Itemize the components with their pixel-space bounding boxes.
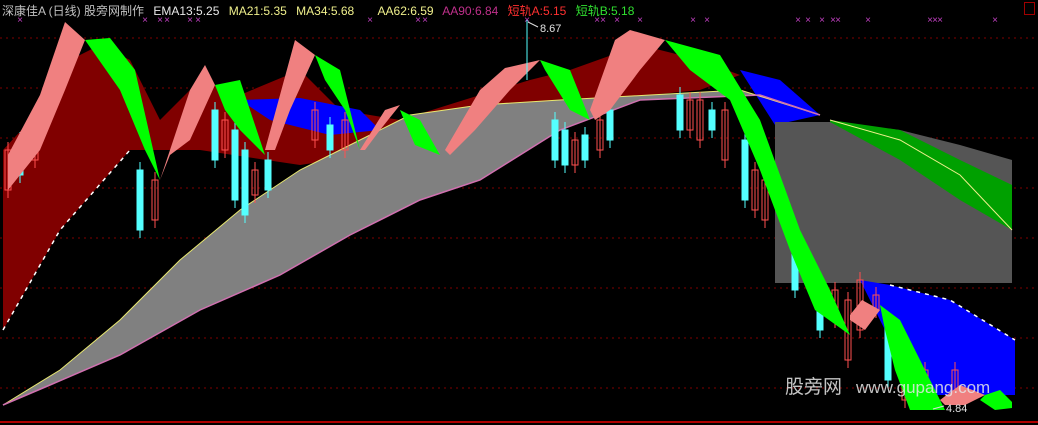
signal-marker: ×	[830, 15, 836, 26]
signal-marker: ×	[415, 15, 421, 26]
signal-marker: ×	[795, 15, 801, 26]
green-band	[830, 120, 1012, 230]
ribbon-down-segment	[85, 38, 160, 180]
candle-body	[251, 169, 259, 196]
signal-marker: ×	[865, 15, 871, 26]
candle-body	[741, 139, 749, 201]
candle-body	[571, 139, 579, 166]
signal-marker: ×	[637, 15, 643, 26]
signal-marker: ×	[17, 15, 23, 26]
signal-marker: ×	[690, 15, 696, 26]
ribbon-down-segment	[540, 60, 590, 120]
candle-body	[708, 109, 716, 131]
candle-body	[231, 129, 239, 201]
ribbon-down-segment	[215, 80, 265, 155]
watermark: 股旁网 www.gupang.com	[785, 372, 990, 399]
signal-marker: ×	[422, 15, 428, 26]
signal-marker: ×	[805, 15, 811, 26]
signal-marker: ×	[367, 15, 373, 26]
candle-body	[221, 119, 229, 151]
ribbon-down-segment	[880, 305, 945, 410]
min-pointer	[932, 405, 945, 410]
max-pointer	[527, 21, 539, 28]
candle-body	[596, 119, 604, 151]
signal-marker: ×	[142, 15, 148, 26]
legend-short-b: 短轨B:5.18	[575, 4, 635, 18]
gray-band	[3, 90, 820, 405]
legend-ema13: EMA13:5.25	[153, 4, 220, 18]
blue-band	[740, 70, 820, 125]
candle-body	[676, 94, 684, 131]
legend-short-a: 短轨A:5.15	[507, 4, 567, 18]
blue-band	[860, 280, 1015, 395]
candle-body	[264, 159, 272, 191]
ribbon-up-segment	[265, 40, 315, 150]
signal-marker: ×	[614, 15, 620, 26]
candle-body	[721, 109, 729, 161]
signal-marker: ×	[195, 15, 201, 26]
watermark-url: www.gupang.com	[856, 378, 991, 397]
candle-body	[136, 169, 144, 231]
signal-marker: ×	[937, 15, 943, 26]
max-price-label: 8.67	[540, 23, 561, 35]
legend-ma34: MA34:5.68	[296, 4, 355, 18]
signal-marker: ×	[600, 15, 606, 26]
candle-body	[326, 124, 334, 151]
legend-ma21: MA21:5.35	[228, 4, 287, 18]
candle-body	[581, 134, 589, 161]
ribbon-up-segment	[590, 30, 665, 120]
signal-marker: ×	[932, 15, 938, 26]
signal-marker: ×	[157, 15, 163, 26]
ma-line	[829, 119, 1013, 231]
signal-marker: ×	[704, 15, 710, 26]
signal-marker: ×	[594, 15, 600, 26]
min-price-label: 4.84	[946, 403, 967, 415]
ribbon-up-segment	[445, 60, 540, 155]
candle-body	[211, 109, 219, 161]
close-icon[interactable]	[1024, 2, 1035, 15]
signal-marker: ×	[992, 15, 998, 26]
support-dash	[2, 149, 131, 331]
watermark-cn: 股旁网	[785, 377, 843, 398]
ribbon-up-segment	[160, 65, 215, 180]
candle-body	[751, 169, 759, 211]
signal-marker: ×	[927, 15, 933, 26]
indicator-legend: 深康佳A (日线) 股旁网制作 EMA13:5.25 MA21:5.35 MA3…	[2, 2, 640, 19]
ribbon-down-segment	[665, 40, 850, 335]
resistance-dash	[889, 284, 1016, 341]
ribbon-down-segment	[980, 390, 1012, 410]
candle-body	[241, 149, 249, 216]
legend-aa62: AA62:6.59	[377, 4, 434, 18]
signal-marker: ×	[164, 15, 170, 26]
ribbon-down-segment	[400, 110, 440, 155]
signal-marker: ×	[187, 15, 193, 26]
candle-body	[606, 109, 614, 141]
candle-body	[551, 119, 559, 161]
signal-marker: ×	[819, 15, 825, 26]
candle-body	[311, 109, 319, 141]
ribbon-up-segment	[360, 105, 400, 150]
candle-body	[686, 99, 694, 131]
candle-body	[341, 119, 349, 151]
ribbon-up-segment	[8, 22, 85, 190]
ribbon-up-segment	[850, 300, 880, 330]
candle-body	[696, 99, 704, 141]
ribbon-down-segment	[315, 55, 360, 150]
aa62-line	[2, 89, 821, 406]
signal-marker: ×	[835, 15, 841, 26]
aa90-line	[2, 94, 821, 406]
candle-body	[151, 179, 159, 221]
legend-aa90: AA90:6.84	[442, 4, 499, 18]
chart-title: 深康佳A (日线) 股旁网制作	[2, 4, 145, 18]
candle-body	[561, 129, 569, 166]
ribbon-up-segment	[940, 385, 985, 405]
